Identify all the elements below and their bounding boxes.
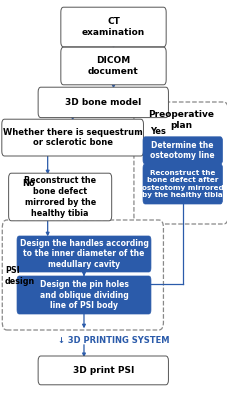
Text: Preoperative
plan: Preoperative plan: [148, 110, 214, 130]
Text: 3D bone model: 3D bone model: [65, 98, 141, 107]
FancyBboxPatch shape: [143, 164, 222, 204]
FancyBboxPatch shape: [61, 7, 166, 47]
FancyBboxPatch shape: [61, 47, 166, 85]
FancyBboxPatch shape: [2, 220, 163, 330]
FancyBboxPatch shape: [17, 276, 151, 314]
FancyBboxPatch shape: [17, 236, 151, 272]
FancyBboxPatch shape: [134, 102, 227, 224]
Text: DICOM
document: DICOM document: [88, 56, 139, 76]
Text: 3D print PSI: 3D print PSI: [73, 366, 134, 375]
Text: No: No: [23, 180, 35, 188]
Text: Reconstruct the
bone defect
mirrored by the
healthy tibia: Reconstruct the bone defect mirrored by …: [24, 176, 96, 218]
FancyBboxPatch shape: [2, 119, 143, 156]
Text: PSI
design: PSI design: [5, 266, 35, 286]
Text: CT
examination: CT examination: [82, 17, 145, 37]
Text: Reconstruct the
bone defect after
osteotomy mirrored
by the healthy tibia: Reconstruct the bone defect after osteot…: [142, 170, 224, 198]
FancyBboxPatch shape: [38, 356, 168, 385]
Text: Yes: Yes: [150, 127, 166, 136]
FancyBboxPatch shape: [9, 173, 112, 221]
Text: Whether there is sequestrum
or sclerotic bone: Whether there is sequestrum or sclerotic…: [3, 128, 143, 148]
Text: ↓ 3D PRINTING SYSTEM: ↓ 3D PRINTING SYSTEM: [58, 336, 169, 345]
FancyBboxPatch shape: [143, 137, 222, 164]
Text: Design the pin holes
and oblique dividing
line of PSI body: Design the pin holes and oblique dividin…: [39, 280, 128, 310]
FancyBboxPatch shape: [38, 87, 168, 118]
Text: Determine the
osteotomy line: Determine the osteotomy line: [151, 140, 215, 160]
Text: Design the handles according
to the inner diameter of the
medullary cavity: Design the handles according to the inne…: [20, 239, 148, 269]
